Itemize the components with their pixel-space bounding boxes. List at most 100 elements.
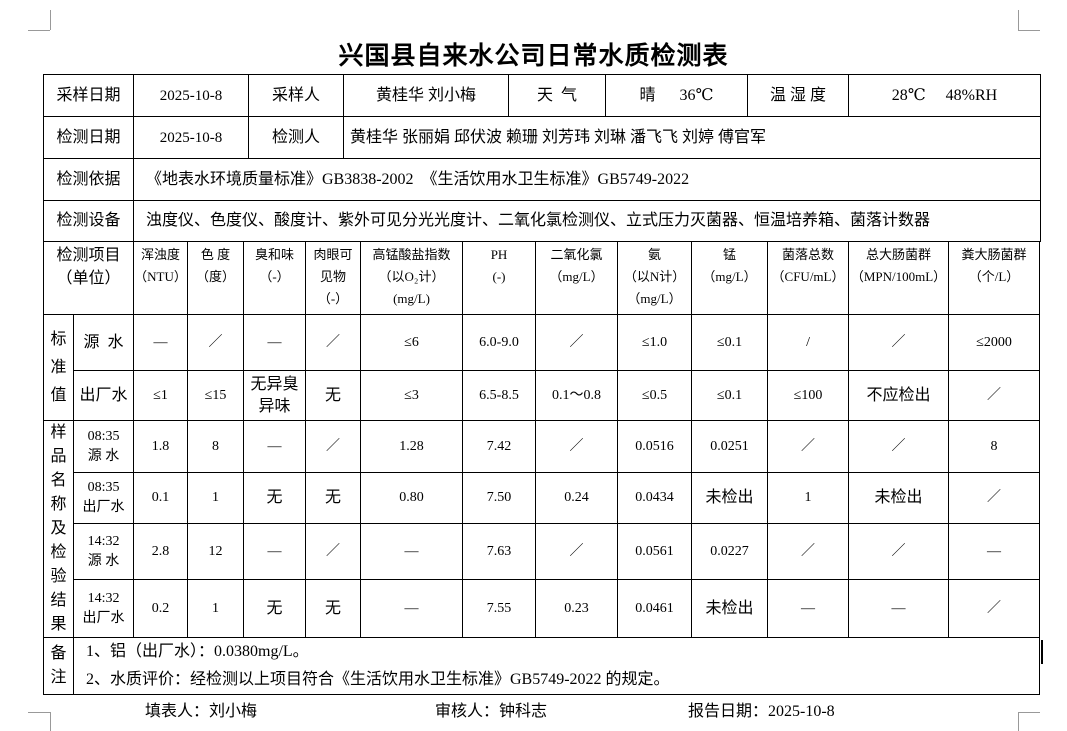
- text-line: （mg/L）: [702, 269, 757, 284]
- sample-name: 14:32 出厂水: [72, 579, 135, 638]
- sample-value: 0.80: [360, 472, 464, 524]
- sample-value: 0.2: [133, 579, 189, 638]
- remarks-label-char: 注: [50, 669, 67, 686]
- samples-label-char: 样: [50, 424, 67, 441]
- document-title: 兴国县自来水公司日常水质检测表: [338, 43, 729, 70]
- report-date: 报告日期：2025-10-8: [688, 703, 835, 720]
- column-header: 氨 （以N计） （mg/L）: [617, 241, 693, 315]
- standard-value: ≤100: [767, 370, 850, 421]
- standard-value: —: [243, 314, 307, 371]
- corner-mark-bottom-left: [50, 712, 51, 731]
- sample-value: 12: [187, 522, 245, 581]
- sampling-date-value: 2025-10-8: [133, 74, 249, 117]
- text-line: PH: [490, 247, 508, 262]
- sample-value: —: [948, 522, 1041, 581]
- tester-label: 检测人: [248, 116, 344, 159]
- column-header: 臭和味 （-）: [243, 241, 307, 315]
- column-header: PH (-): [462, 241, 537, 315]
- equipment-value: 浊度仪、色度仪、酸度计、紫外可见分光光度计、二氧化氯检测仪、立式压力灭菌器、恒温…: [133, 200, 1041, 242]
- text-line: 2、水质评价：经检测以上项目符合《生活饮用水卫生标准》GB5749-2022 的…: [86, 671, 670, 688]
- corner-mark-top-right: [1018, 10, 1019, 30]
- sample-value: 0.0251: [691, 419, 769, 474]
- sample-value: 8: [948, 419, 1041, 474]
- standard-value: —: [133, 314, 189, 371]
- samples-label-char: 果: [50, 616, 67, 633]
- samplers-value: 黄桂华 刘小梅: [343, 74, 509, 117]
- standard-value: ／: [187, 314, 245, 371]
- samples-label: 样品名称及检验结果: [43, 420, 74, 638]
- results-table: 检测项目 （单位） 浑浊度 （NTU） 色 度 （度） 臭和味 （-） 肉眼可 见物 （-） 高锰酸盐…: [42, 241, 1041, 695]
- text-line: 高锰酸盐指数: [372, 247, 451, 262]
- sample-value: 0.1: [133, 472, 189, 524]
- sampler-label: 采样人: [248, 74, 344, 117]
- filler: 填表人：刘小梅: [145, 703, 258, 720]
- sample-value: 1.8: [133, 419, 189, 474]
- samples-label-char: 品: [50, 448, 67, 465]
- text-line: （-）: [317, 291, 349, 306]
- equipment-label: 检测设备: [43, 200, 134, 242]
- sample-value: ／: [535, 419, 619, 474]
- text-line: 见物: [320, 269, 347, 284]
- column-header: 高锰酸盐指数 （以O₂计） (mg/L): [360, 241, 464, 315]
- text-line: （mg/L）: [549, 269, 604, 284]
- column-header: 锰 （mg/L）: [691, 241, 769, 315]
- text-line: 粪大肠菌群: [961, 247, 1027, 262]
- remarks-label-char: 备: [50, 645, 67, 662]
- standard-value: 0.1～0.8: [535, 370, 619, 421]
- sample-name: 08:35 出厂水: [72, 472, 135, 524]
- humidity-label: 温 湿 度: [747, 74, 849, 117]
- text-line: 菌落总数: [782, 247, 835, 262]
- column-header: 色 度 （度）: [187, 241, 245, 315]
- sample-value: 2.8: [133, 522, 189, 581]
- sample-value: 0.0516: [617, 419, 693, 474]
- standard-value: ≤3: [360, 370, 464, 421]
- standard-value: 6.0-9.0: [462, 314, 537, 371]
- standard-water-type: 源 水: [72, 314, 135, 371]
- corner-mark-bottom-left: [28, 712, 50, 713]
- info-table: 采样日期 2025-10-8 采样人 黄桂华 刘小梅 天 气 晴 36℃ 温 湿…: [43, 74, 1041, 242]
- column-header: 粪大肠菌群 （个/L）: [948, 241, 1041, 315]
- standard-value: ／: [535, 314, 619, 371]
- standard-value: ≤0.1: [691, 370, 769, 421]
- samples-label-char: 检: [50, 544, 67, 561]
- text-line: (-): [492, 269, 506, 284]
- sample-value: 0.0461: [617, 579, 693, 638]
- text-line: （以O₂计）: [378, 269, 445, 284]
- text-line: 锰: [723, 247, 737, 262]
- standard-value: /: [767, 314, 850, 371]
- text-line: （度）: [196, 269, 236, 284]
- standard-value: ／: [948, 370, 1041, 421]
- sample-time: 14:32: [87, 590, 120, 606]
- sample-value: 1: [187, 472, 245, 524]
- standard-value: 6.5-8.5: [462, 370, 537, 421]
- humidity-value: 28℃ 48%RH: [848, 74, 1041, 117]
- sample-value: ／: [767, 522, 850, 581]
- test-date-value: 2025-10-8: [133, 116, 249, 159]
- standard-value: ／: [305, 314, 362, 371]
- corner-mark-top-right: [1018, 30, 1040, 31]
- sample-type: 出厂水: [82, 610, 125, 626]
- text-line: （-）: [259, 269, 290, 284]
- sample-value: 7.50: [462, 472, 537, 524]
- column-header: 浑浊度 （NTU）: [133, 241, 189, 315]
- sample-name: 08:35 源 水: [72, 419, 135, 474]
- standard-value: ≤0.5: [617, 370, 693, 421]
- sample-value: —: [360, 522, 464, 581]
- text-line: （个/L）: [968, 269, 1020, 284]
- basis-label: 检测依据: [43, 158, 134, 201]
- standard-value: 不应检出: [848, 370, 950, 421]
- sample-value: ／: [305, 419, 362, 474]
- column-header: 菌落总数 （CFU/mL）: [767, 241, 850, 315]
- column-header: 总大肠菌群 （MPN/100mL）: [848, 241, 950, 315]
- sample-value: 未检出: [691, 579, 769, 638]
- sample-value: 0.24: [535, 472, 619, 524]
- samples-label-char: 验: [50, 568, 67, 585]
- weather-value: 晴 36℃: [605, 74, 748, 117]
- sample-value: 无: [305, 579, 362, 638]
- sample-value: ／: [305, 522, 362, 581]
- sample-time: 08:35: [87, 480, 120, 496]
- sample-value: ／: [535, 522, 619, 581]
- sample-value: 7.42: [462, 419, 537, 474]
- text-line: （以N计）: [623, 269, 686, 284]
- sample-value: 1.28: [360, 419, 464, 474]
